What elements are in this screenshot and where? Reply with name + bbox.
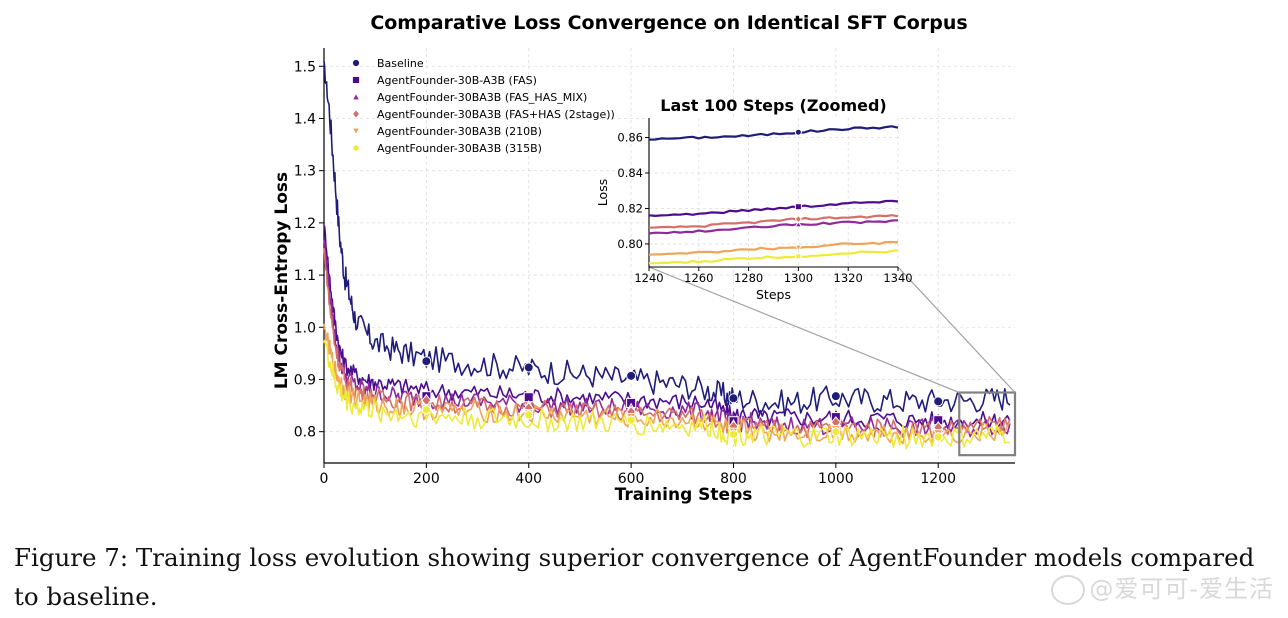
zoom-connector-line xyxy=(897,266,1016,393)
x-axis-label: Training Steps xyxy=(615,485,753,505)
inset-series-line-5 xyxy=(648,249,899,265)
y-tick-label: 1.4 xyxy=(294,111,316,127)
x-tick-label: 800 xyxy=(720,471,747,487)
legend-marker-2 xyxy=(351,92,361,101)
legend-label: AgentFounder-30BA3B (315B) xyxy=(377,142,542,155)
y-tick-label: 1.0 xyxy=(294,320,316,336)
inset-y-tick-label: 0.86 xyxy=(617,131,643,145)
weibo-logo-icon xyxy=(1051,575,1086,605)
inset-series-line-2 xyxy=(648,219,899,235)
inset-series-line-4 xyxy=(648,240,899,256)
x-tick-label: 1200 xyxy=(920,471,956,487)
inset-x-tick-label: 1340 xyxy=(883,271,912,285)
series-marker-0 xyxy=(933,396,944,407)
series-marker-5 xyxy=(421,404,431,415)
legend-marker-0 xyxy=(351,58,361,68)
zoomed-inset-plot: 1240 1260 1280 1300 1320 1340 0.80 0.82 0.84 0.86… xyxy=(595,96,913,302)
legend: Baseline AgentFounder-30B-A3B (FAS) AgentF… xyxy=(351,57,615,155)
legend-marker-3 xyxy=(351,108,361,120)
inset-series-marker-2 xyxy=(794,220,803,228)
inset-x-tick-label: 1320 xyxy=(834,271,863,285)
legend-marker-4 xyxy=(351,127,361,136)
inset-y-axis-label: Loss xyxy=(595,179,610,206)
inset-title: Last 100 Steps (Zoomed) xyxy=(660,96,886,115)
inset-x-tick-label: 1240 xyxy=(634,271,663,285)
legend-marker-5 xyxy=(352,143,360,153)
x-tick-label: 600 xyxy=(618,471,645,487)
y-tick-label: 0.8 xyxy=(294,425,316,441)
watermark: @爱可可-爱生活 xyxy=(1051,569,1274,605)
inset-series-marker-5 xyxy=(795,252,802,260)
x-tick-label: 400 xyxy=(515,471,542,487)
series-line-0 xyxy=(323,61,1011,417)
x-tick-label: 1000 xyxy=(818,471,854,487)
inset-y-tick-label: 0.82 xyxy=(617,201,643,215)
inset-series-marker-0 xyxy=(794,128,802,136)
series-marker-0 xyxy=(523,362,534,373)
inset-x-tick-label: 1280 xyxy=(734,271,763,285)
legend-marker-1 xyxy=(351,75,361,85)
watermark-text: @爱可可-爱生活 xyxy=(1089,575,1274,603)
y-axis-label: LM Cross-Entropy Loss xyxy=(272,172,292,389)
series-marker-5 xyxy=(626,415,636,426)
legend-label: Baseline xyxy=(377,57,424,70)
series-marker-0 xyxy=(728,393,739,404)
inset-x-tick-label: 1300 xyxy=(784,271,813,285)
chart-title: Comparative Loss Convergence on Identica… xyxy=(370,12,967,34)
series-marker-5 xyxy=(524,409,534,421)
zoom-connector-line xyxy=(648,266,960,394)
legend-label: AgentFounder-30BA3B (210B) xyxy=(377,125,542,138)
inset-y-tick-label: 0.80 xyxy=(617,237,643,251)
inset-series-marker-3 xyxy=(794,214,803,224)
series-line-3 xyxy=(323,248,1011,439)
series-marker-5 xyxy=(933,431,943,442)
legend-label: AgentFounder-30B-A3B (FAS) xyxy=(377,74,537,87)
y-tick-label: 1.5 xyxy=(294,59,316,75)
figure-caption: Figure 7: Training loss evolution showin… xyxy=(14,543,1255,611)
inset-x-axis-label: Steps xyxy=(756,287,791,302)
x-tick-label: 200 xyxy=(413,471,440,487)
series-marker-5 xyxy=(831,426,841,437)
loss-convergence-figure: Comparative Loss Convergence on Identica… xyxy=(272,12,1017,505)
inset-background xyxy=(649,118,898,267)
series-marker-0 xyxy=(830,391,841,402)
inset-y-tick-label: 0.84 xyxy=(617,166,643,180)
y-tick-label: 1.1 xyxy=(294,268,316,284)
x-tick-label: 0 xyxy=(320,471,329,487)
legend-label: AgentFounder-30BA3B (FAS+HAS (2stage)) xyxy=(377,108,615,121)
series-marker-0 xyxy=(421,356,432,367)
inset-series-line-1 xyxy=(648,199,899,217)
zoom-region-box xyxy=(958,391,1017,457)
series-marker-0 xyxy=(626,370,637,381)
inset-series-line-0 xyxy=(648,125,899,141)
inset-x-tick-label: 1260 xyxy=(684,271,713,285)
inset-series-line-3 xyxy=(648,214,899,229)
series-line-5 xyxy=(323,339,1010,450)
series-marker-5 xyxy=(729,429,738,440)
y-tick-label: 1.3 xyxy=(294,164,316,180)
legend-label: AgentFounder-30BA3B (FAS_HAS_MIX) xyxy=(377,91,587,104)
inset-series-marker-1 xyxy=(794,203,802,211)
y-tick-label: 0.9 xyxy=(294,372,316,388)
inset-series-marker-4 xyxy=(794,244,803,252)
y-tick-label: 1.2 xyxy=(294,216,316,232)
main-plot-area: 0 200 400 600 800 1000 1200 0.8 0.9 1.0 1.1 1.2 1.3 1… xyxy=(272,48,1017,505)
